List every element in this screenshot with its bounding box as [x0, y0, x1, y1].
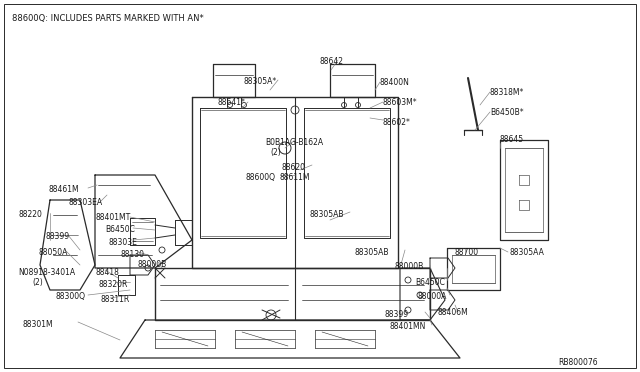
Text: 88399: 88399 [45, 232, 69, 241]
Text: 88000B: 88000B [395, 262, 424, 271]
Text: 88220: 88220 [18, 210, 42, 219]
Text: B6450C: B6450C [105, 225, 135, 234]
Text: 88303EA: 88303EA [68, 198, 102, 207]
Text: (2): (2) [32, 278, 43, 287]
Text: 88305A*: 88305A* [244, 77, 277, 86]
Text: 88301M: 88301M [22, 320, 52, 329]
Text: 88418: 88418 [95, 268, 119, 277]
Text: 88603M*: 88603M* [383, 98, 418, 107]
Text: 88602*: 88602* [383, 118, 411, 127]
Text: 88401MT: 88401MT [95, 213, 131, 222]
Text: 88318M*: 88318M* [490, 88, 524, 97]
Text: 88399: 88399 [385, 310, 409, 319]
Text: 88461M: 88461M [48, 185, 79, 194]
Text: 88700: 88700 [455, 248, 479, 257]
Text: 88600Q: 88600Q [245, 173, 275, 182]
Text: 88305AA: 88305AA [510, 248, 545, 257]
Text: 88130: 88130 [120, 250, 144, 259]
Text: 88311R: 88311R [100, 295, 129, 304]
Text: 88401MN: 88401MN [390, 322, 426, 331]
Text: (2): (2) [270, 148, 281, 157]
Text: B6450B*: B6450B* [490, 108, 524, 117]
Text: 88303E: 88303E [108, 238, 137, 247]
Text: B6450C: B6450C [415, 278, 445, 287]
Text: 88000B: 88000B [138, 260, 167, 269]
Text: 88611M: 88611M [280, 173, 310, 182]
Text: 88000A: 88000A [418, 292, 447, 301]
Text: 88406M: 88406M [438, 308, 468, 317]
Text: 88320R: 88320R [98, 280, 127, 289]
Text: 88300Q: 88300Q [55, 292, 85, 301]
Text: 88050A: 88050A [38, 248, 67, 257]
Text: 88641*: 88641* [218, 98, 246, 107]
Text: 88600Q: INCLUDES PARTS MARKED WITH AN*: 88600Q: INCLUDES PARTS MARKED WITH AN* [12, 14, 204, 23]
Text: 88305AB: 88305AB [355, 248, 390, 257]
Text: N08918-3401A: N08918-3401A [18, 268, 75, 277]
Text: 88642: 88642 [320, 57, 344, 66]
Text: 88620: 88620 [282, 163, 306, 172]
Text: 88400N: 88400N [380, 78, 410, 87]
Text: 88645: 88645 [500, 135, 524, 144]
Text: RB800076: RB800076 [558, 358, 598, 367]
Text: B0B1AG-B162A: B0B1AG-B162A [265, 138, 323, 147]
Text: 88305AB: 88305AB [310, 210, 344, 219]
